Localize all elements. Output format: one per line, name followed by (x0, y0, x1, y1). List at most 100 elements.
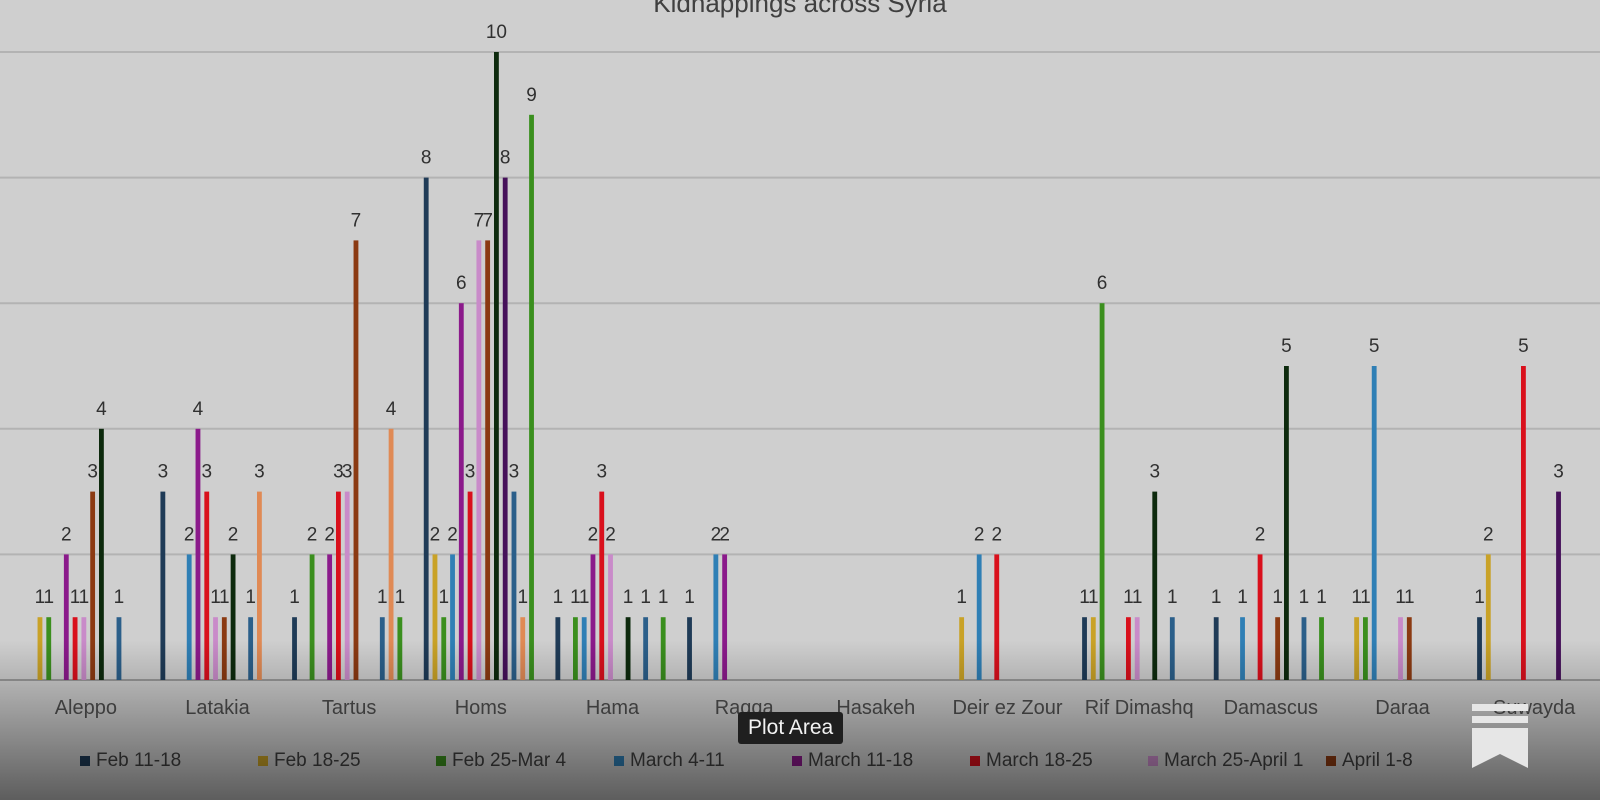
data-label: 2 (324, 524, 335, 545)
bar (1556, 491, 1561, 680)
bar (467, 491, 473, 680)
data-label: 3 (596, 462, 607, 483)
bar (195, 428, 201, 680)
bookmark-icon[interactable] (1470, 702, 1530, 772)
bar (309, 554, 315, 680)
bar (1485, 554, 1491, 680)
data-label: 8 (500, 148, 511, 169)
data-label: 1 (640, 587, 651, 608)
data-label: 1 (114, 587, 125, 608)
bar (432, 554, 438, 680)
bar (502, 177, 508, 680)
data-label: 1 (1404, 587, 1415, 608)
data-label: 5 (1518, 336, 1529, 357)
bar (1099, 303, 1105, 680)
data-label: 1 (517, 587, 528, 608)
data-label: 9 (526, 85, 537, 106)
data-label: 1 (377, 587, 388, 608)
bar (1257, 554, 1263, 680)
bar (204, 491, 210, 680)
bar (344, 491, 350, 680)
data-label: 10 (486, 22, 507, 43)
data-label: 7 (351, 210, 362, 231)
data-label: 7 (474, 210, 485, 231)
data-label: 1 (658, 587, 669, 608)
bar (713, 554, 719, 680)
data-label: 2 (711, 524, 722, 545)
data-label: 1 (1123, 587, 1134, 608)
data-label: 2 (307, 524, 318, 545)
bar (99, 428, 104, 680)
data-label: 3 (465, 462, 476, 483)
data-label: 5 (1281, 336, 1292, 357)
bar (1284, 366, 1289, 680)
bar (186, 554, 192, 680)
data-label: 1 (289, 587, 300, 608)
data-label: 3 (158, 462, 169, 483)
bar (476, 240, 482, 680)
data-label: 2 (430, 524, 441, 545)
plot-area[interactable] (18, 52, 1600, 680)
data-label: 1 (1395, 587, 1406, 608)
data-label: 3 (201, 462, 212, 483)
data-label: 2 (1255, 524, 1266, 545)
data-label: 4 (96, 399, 107, 420)
bar (353, 240, 359, 680)
data-label: 2 (991, 524, 1002, 545)
bar (90, 491, 96, 680)
data-label: 1 (219, 587, 230, 608)
data-label: 1 (570, 587, 581, 608)
plot-area-region[interactable] (18, 52, 1600, 680)
bar (388, 428, 394, 680)
data-label: 1 (1237, 587, 1248, 608)
data-label: 3 (87, 462, 98, 483)
data-label: 2 (228, 524, 239, 545)
data-label: 2 (974, 524, 985, 545)
data-label: 1 (1088, 587, 1099, 608)
data-label: 3 (1553, 462, 1564, 483)
data-label: 7 (482, 210, 493, 231)
bar (722, 554, 728, 680)
plot-area-tooltip: Plot Area (738, 712, 844, 744)
data-label: 2 (447, 524, 458, 545)
data-label: 1 (1167, 587, 1178, 608)
data-label: 1 (1211, 587, 1222, 608)
bar (511, 491, 517, 680)
data-label: 1 (1079, 587, 1090, 608)
data-label: 1 (35, 587, 46, 608)
data-label: 1 (956, 587, 967, 608)
bar (1152, 491, 1158, 680)
bar (230, 554, 236, 680)
data-label: 1 (1272, 587, 1283, 608)
bar (423, 177, 429, 680)
bar (257, 491, 262, 680)
bar (608, 554, 613, 680)
bar (63, 554, 69, 680)
data-label: 1 (438, 587, 449, 608)
data-label: 1 (579, 587, 590, 608)
data-label: 4 (386, 399, 397, 420)
data-label: 1 (1299, 587, 1310, 608)
data-label: 2 (588, 524, 599, 545)
bar (160, 491, 166, 680)
bar (1371, 366, 1377, 680)
data-label: 1 (1132, 587, 1143, 608)
data-label: 2 (719, 524, 730, 545)
chart-title: Kidnappings across Syria (653, 0, 947, 18)
data-label: 1 (70, 587, 81, 608)
data-label: 1 (395, 587, 406, 608)
data-label: 1 (210, 587, 221, 608)
bar (485, 240, 491, 680)
data-label: 2 (184, 524, 195, 545)
data-label: 6 (1097, 273, 1108, 294)
data-label: 6 (456, 273, 467, 294)
data-label: 3 (509, 462, 520, 483)
bar (494, 52, 499, 680)
data-label: 2 (61, 524, 72, 545)
data-label: 1 (684, 587, 695, 608)
data-label: 1 (1474, 587, 1485, 608)
data-label: 1 (1360, 587, 1371, 608)
data-label: 1 (79, 587, 90, 608)
